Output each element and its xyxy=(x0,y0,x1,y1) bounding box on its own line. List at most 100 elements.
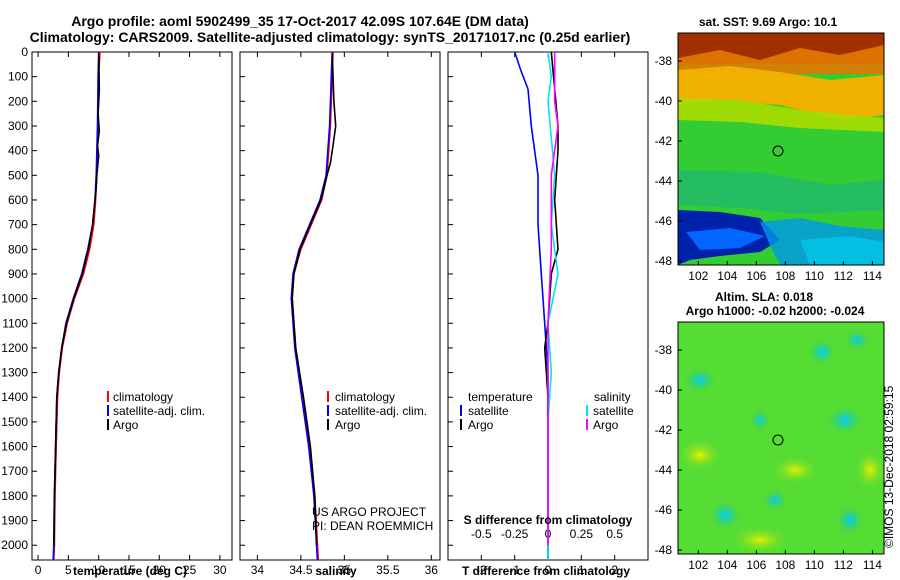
difference-legend: temperature satellite Argo salinity sate… xyxy=(460,390,634,527)
temperature-legend: climatology satellite-adj. clim. Argo xyxy=(107,390,205,432)
series-argo xyxy=(53,53,101,546)
x-tick-label: 36 xyxy=(425,563,439,577)
t-difference-axis-label: T difference from climatology xyxy=(462,564,630,578)
lat-tick-label: -42 xyxy=(655,134,673,148)
salinity-legend: climatology satellite-adj. clim. Argo US… xyxy=(312,390,433,533)
legend-climatology: climatology xyxy=(335,390,395,404)
legend-t-argo: Argo xyxy=(468,418,494,432)
lat-tick-label: -40 xyxy=(655,94,673,108)
x-tick-label: 15 xyxy=(122,563,136,577)
lon-tick-label: 108 xyxy=(775,558,795,572)
lon-tick-label: 114 xyxy=(863,269,882,283)
legend-s-argo: Argo xyxy=(593,418,619,432)
lat-tick-label: -48 xyxy=(655,543,673,557)
depth-tick-label: 1200 xyxy=(1,341,28,355)
legend-argo: Argo xyxy=(335,418,361,432)
sla-map-frame xyxy=(677,321,885,555)
depth-tick-label: 0 xyxy=(21,45,28,59)
lat-tick-label: -40 xyxy=(655,383,673,397)
sst-map xyxy=(678,33,884,265)
depth-tick-label: 1400 xyxy=(1,390,28,404)
x-tick-label: 20 xyxy=(153,563,167,577)
legend-climatology: climatology xyxy=(113,390,173,404)
legend-salinity-title: salinity xyxy=(594,390,631,404)
sla-map-title-line-2: Argo h1000: -0.02 h2000: -0.024 xyxy=(686,304,865,318)
series-argo xyxy=(291,53,337,546)
salinity-panel xyxy=(239,51,441,561)
lon-tick-label: 110 xyxy=(805,558,824,572)
x-tick-label: 35.5 xyxy=(376,563,400,577)
lon-tick-label: 102 xyxy=(688,269,708,283)
s-diff-tick-label: -0.5 xyxy=(471,527,492,541)
temperature-lines xyxy=(52,51,101,561)
depth-tick-label: 400 xyxy=(8,144,28,158)
sst-map-axes: 102 104 106 108 110 112 114 -38 -40 -42 -44 -46 -48 xyxy=(655,54,883,283)
x-tick-label: 25 xyxy=(183,563,197,577)
project-annotation: US ARGO PROJECT xyxy=(312,505,427,519)
salinity-axis-label: salinity xyxy=(315,564,357,578)
depth-tick-label: 1300 xyxy=(1,366,28,380)
lat-tick-label: -44 xyxy=(655,174,673,188)
x-tick-label: 30 xyxy=(213,563,227,577)
legend-s-satellite: satellite xyxy=(593,404,634,418)
depth-tick-label: 1600 xyxy=(1,440,28,454)
legend-argo: Argo xyxy=(113,418,139,432)
lon-tick-label: 104 xyxy=(717,558,737,572)
x-tick-label: -1 xyxy=(509,563,520,577)
x-tick-label: -2 xyxy=(476,563,487,577)
depth-tick-label: 200 xyxy=(8,94,28,108)
sst-map-frame xyxy=(677,32,885,266)
lat-tick-label: -38 xyxy=(655,54,673,68)
depth-tick-label: 1100 xyxy=(2,316,28,330)
x-tick-label: 35 xyxy=(338,563,352,577)
salinity-lines xyxy=(290,51,337,561)
legend-swatch-satellite xyxy=(107,405,109,416)
lon-tick-label: 102 xyxy=(688,558,708,572)
legend-swatch-t-argo xyxy=(460,419,462,430)
legend-t-satellite: satellite xyxy=(468,404,509,418)
lon-tick-label: 106 xyxy=(746,269,766,283)
legend-temperature-title: temperature xyxy=(468,390,533,404)
x-tick-label: 34.5 xyxy=(289,563,313,577)
s-difference-axis-label: S difference from climatology xyxy=(464,513,633,527)
x-tick-label: 2 xyxy=(611,563,618,577)
s-diff-tick-label: 0.5 xyxy=(606,527,623,541)
x-tick-label: 0 xyxy=(35,563,42,577)
temperature-x-axis: 0 5 10 15 20 25 30 xyxy=(35,52,227,577)
depth-tick-label: 500 xyxy=(8,168,28,182)
depth-tick-label: 300 xyxy=(8,119,28,133)
temperature-panel xyxy=(31,51,233,561)
lat-tick-label: -46 xyxy=(655,214,673,228)
sla-map-title-line-1: Altim. SLA: 0.018 xyxy=(715,290,813,304)
legend-swatch-argo xyxy=(107,419,109,430)
lon-tick-label: 104 xyxy=(717,269,737,283)
series-s-argo xyxy=(547,52,559,546)
temperature-axis-label: temperature (deg C) xyxy=(73,564,187,578)
title-line-1: Argo profile: aoml 5902499_35 17-Oct-201… xyxy=(71,13,529,29)
legend-swatch-argo xyxy=(327,419,329,430)
lat-tick-label: -38 xyxy=(655,343,673,357)
x-tick-label: 34 xyxy=(251,563,265,577)
lon-tick-label: 108 xyxy=(775,269,795,283)
lon-tick-label: 112 xyxy=(834,558,853,572)
depth-tick-label: 1800 xyxy=(1,489,28,503)
legend-swatch-climatology xyxy=(107,391,109,402)
depth-tick-label: 1500 xyxy=(1,415,28,429)
lat-tick-label: -44 xyxy=(655,463,673,477)
x-tick-label: 5 xyxy=(65,563,72,577)
depth-tick-label: 800 xyxy=(8,242,28,256)
lon-tick-label: 110 xyxy=(805,269,824,283)
imos-credit: ©IMOS 13-Dec-2018 02:59:15 xyxy=(882,385,896,548)
depth-tick-label: 600 xyxy=(8,193,28,207)
sst-map-title: sat. SST: 9.69 Argo: 10.1 xyxy=(699,15,838,29)
legend-swatch-s-argo xyxy=(586,419,588,430)
lon-tick-label: 106 xyxy=(746,558,766,572)
lon-tick-label: 114 xyxy=(863,558,882,572)
sla-map-axes: 102 104 106 108 110 112 114 -38 -40 -42 -44 -46 -48 xyxy=(655,343,883,572)
lat-tick-label: -46 xyxy=(655,503,673,517)
legend-swatch-climatology xyxy=(327,391,329,402)
depth-tick-label: 1000 xyxy=(1,292,28,306)
sla-map xyxy=(678,322,884,554)
pi-annotation: PI: DEAN ROEMMICH xyxy=(312,519,433,533)
